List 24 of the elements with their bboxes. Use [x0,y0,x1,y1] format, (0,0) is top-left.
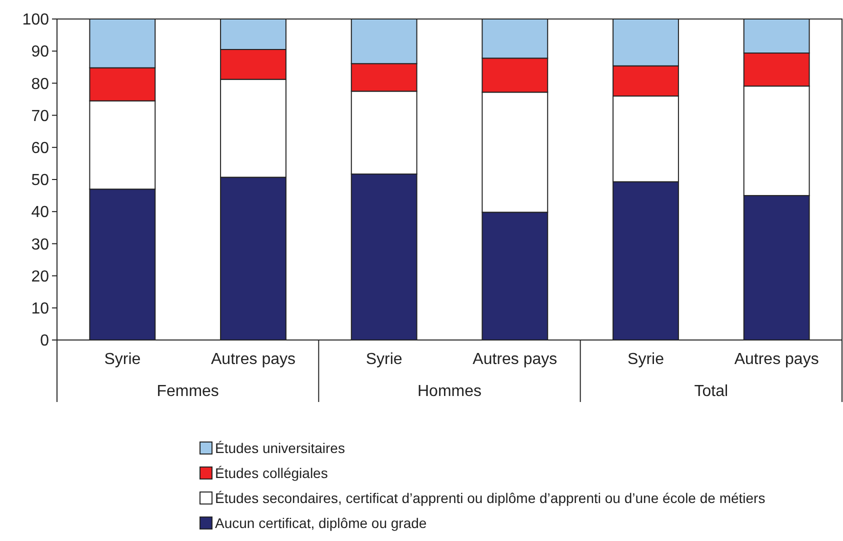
text: Femmes [156,383,219,400]
y-tick-label: 20 [31,268,50,286]
legend-label: Aucun certificat, diplôme ou grade [215,514,427,531]
x-tick-label: Syrie [628,351,664,368]
x-tick-label: Autres pays [211,351,296,368]
y-tick-label: 60 [31,140,50,157]
x-tick-label: Autres pays [734,351,819,368]
x-tick-label: Autres pays [472,351,558,368]
y-tick-label: 30 [31,236,50,254]
y-tick-label: 50 [31,172,50,190]
x-tick-label: Syrie [366,351,402,368]
y-tick-label: 70 [31,108,50,125]
legend-label: Études collégiales [215,464,328,481]
y-tick-label: 100 [22,12,50,29]
legend-label: Études secondaires, certificat d’apprenti ou diplôme d’apprenti ou d’une école de métiers [215,490,766,506]
legend-label: Études universitaires [215,440,345,456]
y-tick-label: 90 [31,44,50,61]
y-tick-label: 10 [31,300,50,318]
y-tick-label: 80 [31,76,50,93]
y-tick-label: 40 [31,204,50,222]
text: Hommes [417,383,482,400]
y-tick-label: 0 [40,332,50,350]
x-tick-label: Syrie [104,351,141,368]
text: Total [694,383,728,400]
